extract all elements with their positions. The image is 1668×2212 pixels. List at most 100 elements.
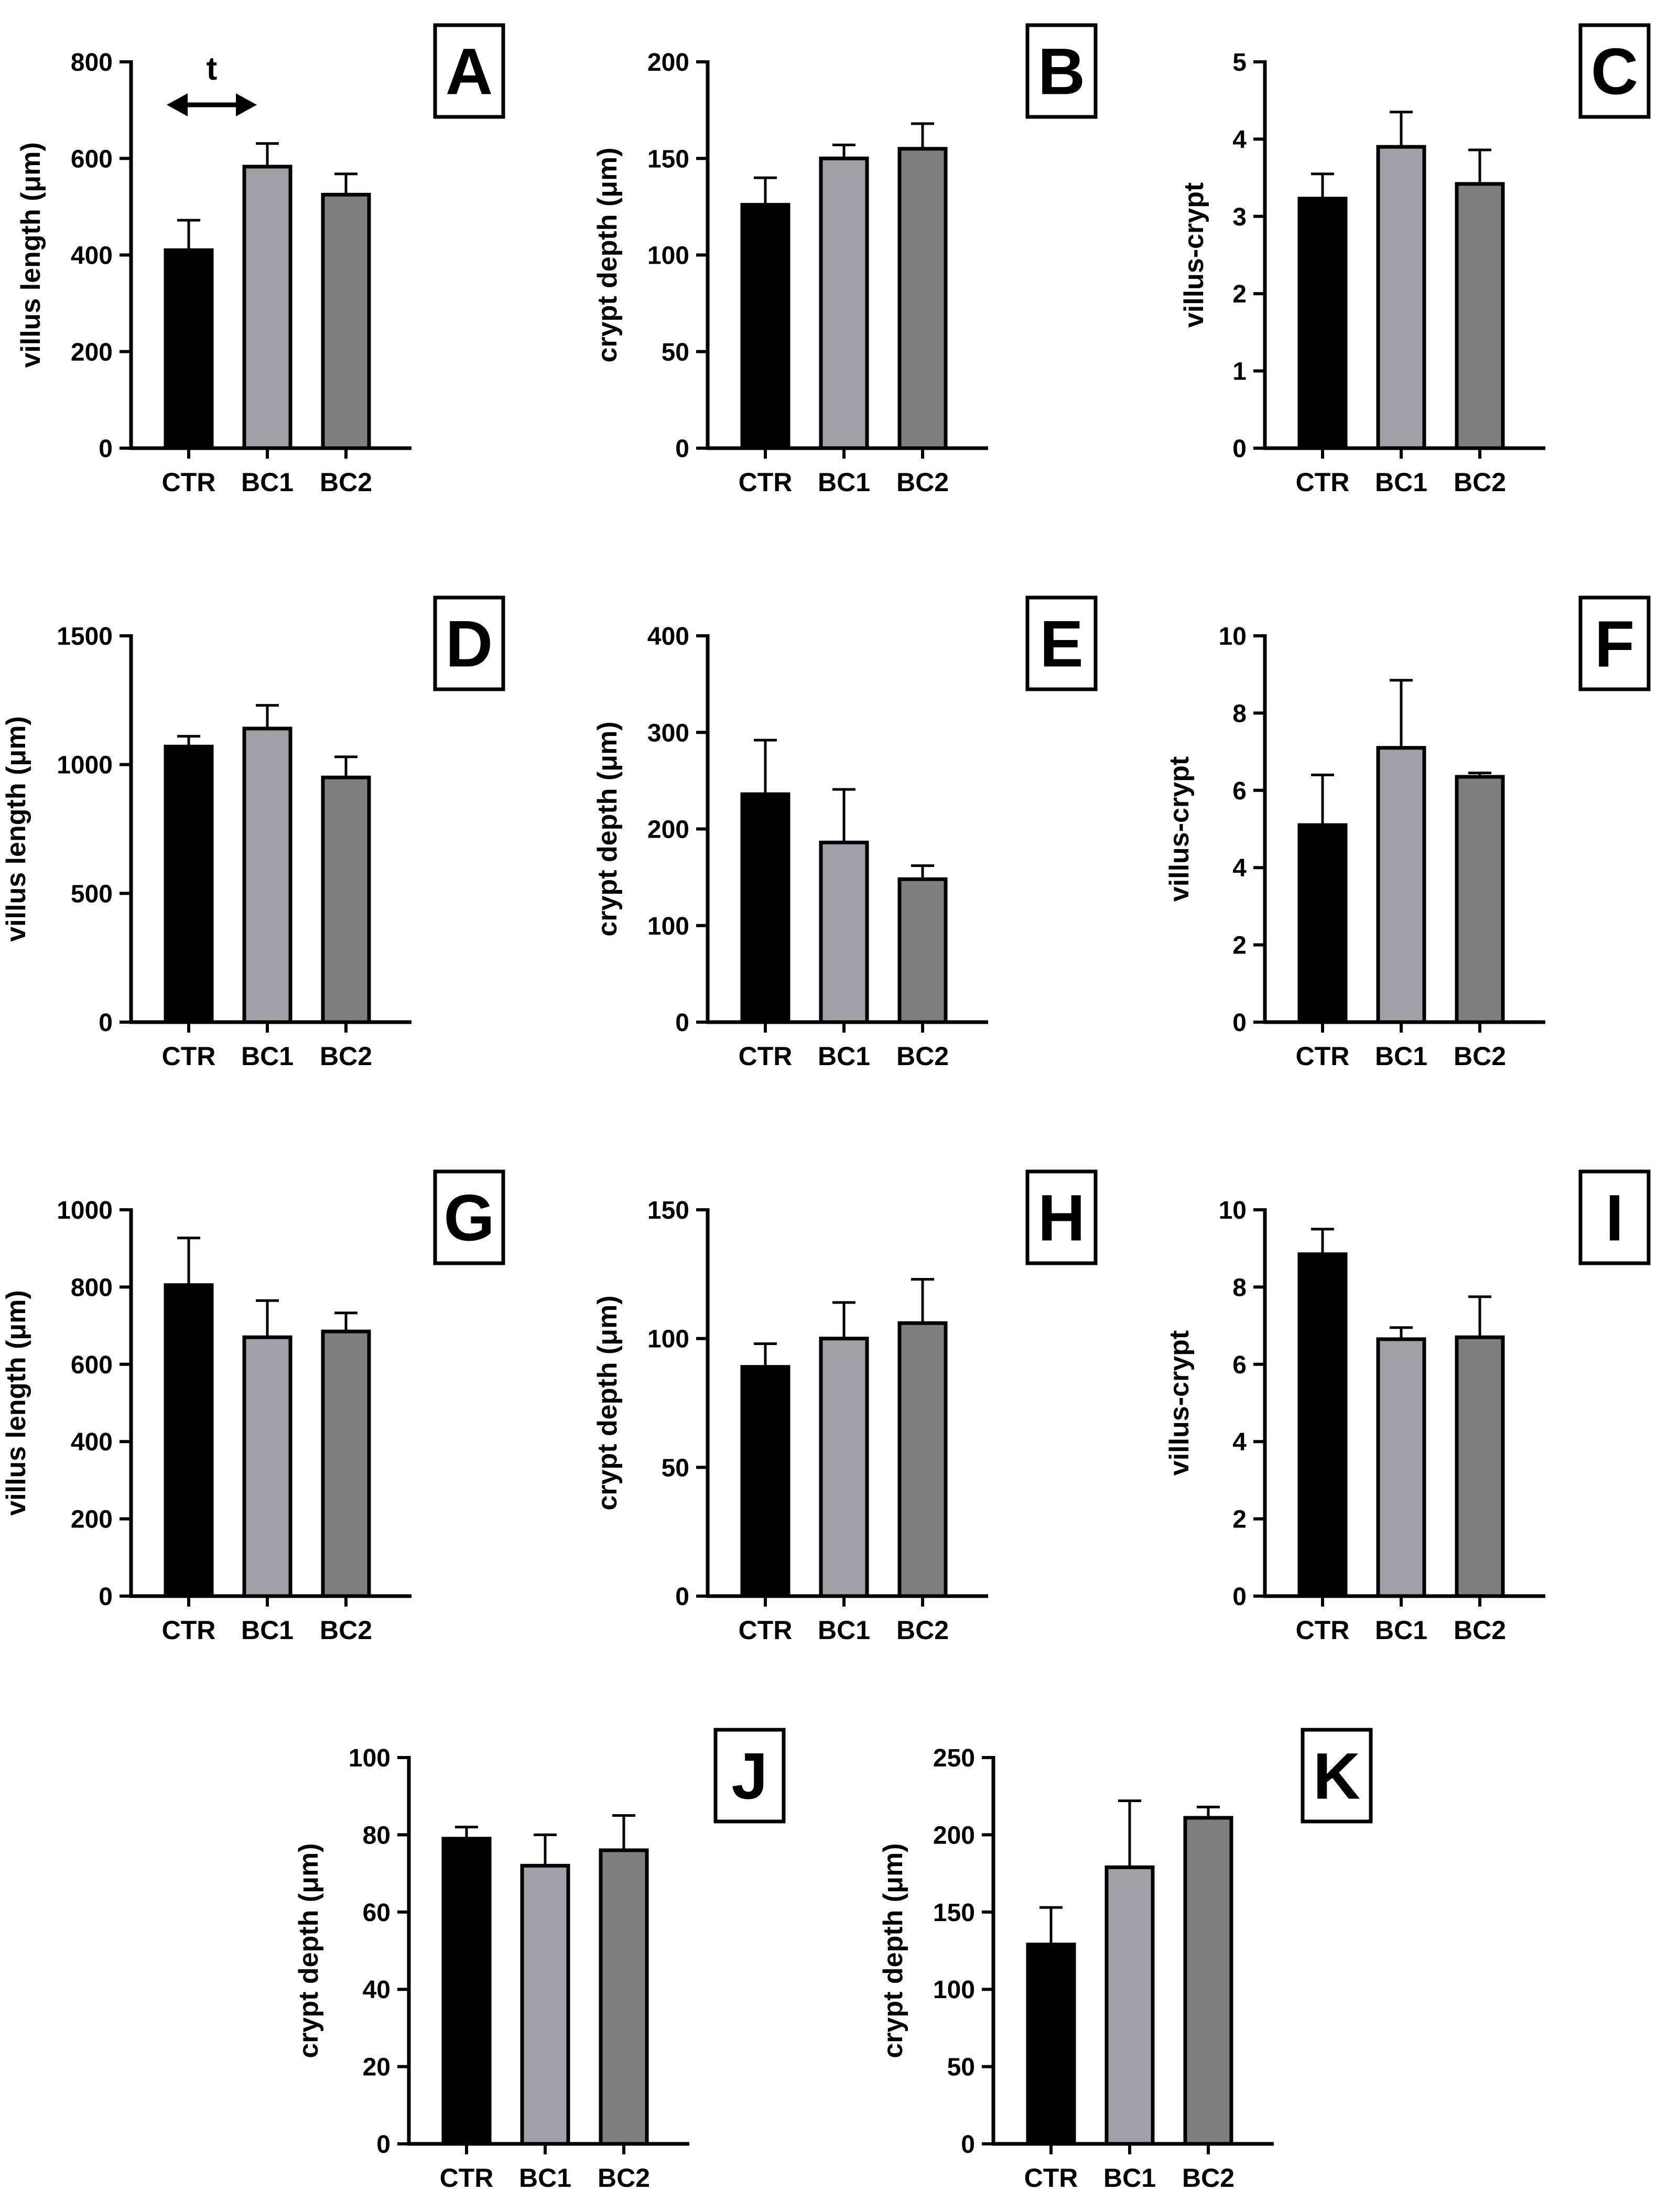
y-tick-label: 800 bbox=[71, 49, 113, 77]
time-arrow bbox=[167, 93, 257, 116]
y-tick-label: 800 bbox=[71, 1274, 113, 1302]
panel-label-box bbox=[1025, 595, 1098, 691]
bar-ctr bbox=[164, 1283, 214, 1598]
panel-e: CTR BC1 BC2 0 100 200 300 400 crypt depth (μm) E bbox=[592, 595, 1098, 1071]
y-tick-label: 600 bbox=[71, 145, 113, 173]
bar-ctr bbox=[1297, 197, 1348, 450]
y-tick-label: 0 bbox=[1232, 1009, 1247, 1037]
bar-bc2 bbox=[321, 192, 371, 450]
panel-c: CTR BC1 BC2 0 1 2 3 4 5 villus-crypt C bbox=[1179, 23, 1651, 497]
error-bar-bc1 bbox=[256, 1299, 279, 1338]
y-axis-label: crypt depth (μm) bbox=[878, 1843, 908, 2058]
y-tick-label: 60 bbox=[363, 1899, 391, 1927]
error-bar-bc1 bbox=[1118, 1799, 1141, 1868]
error-bar-bc1 bbox=[832, 1301, 855, 1339]
y-tick-label: 0 bbox=[1232, 1583, 1247, 1611]
error-bar-bc2 bbox=[1197, 1805, 1220, 1818]
x-tick-label-ctr: CTR bbox=[1296, 1615, 1350, 1645]
error-bar-bc2 bbox=[334, 172, 358, 195]
x-tick-label-ctr: CTR bbox=[1024, 2163, 1078, 2193]
y-tick-label: 4 bbox=[1232, 1428, 1247, 1456]
y-tick-label: 5 bbox=[1232, 49, 1247, 77]
error-bar-ctr bbox=[177, 1237, 200, 1285]
error-bar-ctr bbox=[754, 1342, 777, 1367]
panel-label: C bbox=[1591, 36, 1638, 109]
bar-bc2 bbox=[897, 1321, 948, 1598]
x-tick-label-bc2: BC2 bbox=[896, 468, 949, 497]
x-tick-label-ctr: CTR bbox=[739, 468, 793, 497]
bar-bc1 bbox=[242, 1335, 293, 1598]
panel-label: B bbox=[1038, 36, 1085, 109]
y-tick-label: 2 bbox=[1232, 1506, 1247, 1534]
panel-label-box bbox=[713, 1728, 786, 1824]
y-tick-label: 100 bbox=[647, 1326, 689, 1353]
panel-label-box bbox=[433, 595, 505, 691]
x-tick-label-bc2: BC2 bbox=[896, 1042, 949, 1071]
y-axis-label: crypt depth (μm) bbox=[592, 1295, 623, 1510]
panel-label: G bbox=[443, 1182, 494, 1255]
x-tick-label-bc1: BC1 bbox=[1375, 468, 1427, 497]
bar-ctr bbox=[740, 203, 790, 450]
panel-label: E bbox=[1039, 608, 1083, 681]
y-tick-label: 400 bbox=[647, 623, 689, 650]
x-tick-label-bc2: BC2 bbox=[598, 2163, 650, 2193]
y-tick-label: 40 bbox=[363, 1976, 391, 2004]
panel-label-box bbox=[1578, 1169, 1651, 1265]
y-tick-label: 8 bbox=[1232, 700, 1247, 728]
y-tick-label: 0 bbox=[99, 1583, 113, 1611]
y-tick-label: 4 bbox=[1232, 126, 1247, 154]
bar-bc2 bbox=[1183, 1816, 1233, 2146]
y-axis-label: villus-crypt bbox=[1164, 1330, 1195, 1476]
y-axis-label: villus length (μm) bbox=[16, 142, 46, 368]
bar-bc2 bbox=[321, 775, 371, 1024]
x-tick-label-bc1: BC1 bbox=[818, 468, 870, 497]
x-tick-label-bc1: BC1 bbox=[1375, 1615, 1427, 1645]
x-tick-label-bc1: BC1 bbox=[1375, 1042, 1427, 1071]
bar-ctr bbox=[740, 1365, 790, 1598]
error-bar-bc1 bbox=[832, 143, 855, 159]
x-tick-label-ctr: CTR bbox=[1296, 1042, 1350, 1071]
error-bar-bc2 bbox=[612, 1814, 635, 1850]
y-tick-label: 200 bbox=[71, 1506, 113, 1534]
error-bar-bc1 bbox=[1390, 111, 1413, 147]
bar-bc1 bbox=[1376, 746, 1426, 1024]
y-axis-label: crypt depth (μm) bbox=[294, 1843, 324, 2058]
bar-ctr bbox=[1026, 1943, 1076, 2146]
error-bar-ctr bbox=[177, 219, 200, 251]
y-tick-label: 100 bbox=[647, 913, 689, 940]
x-tick-label-ctr: CTR bbox=[1296, 468, 1350, 497]
y-tick-label: 400 bbox=[71, 242, 113, 270]
bar-bc1 bbox=[520, 1863, 570, 2146]
bar-ctr bbox=[1297, 1252, 1348, 1598]
y-tick-label: 3 bbox=[1232, 203, 1247, 231]
y-tick-label: 100 bbox=[933, 1976, 975, 2004]
bar-bc1 bbox=[242, 727, 293, 1024]
y-axis-label: villus length (μm) bbox=[1, 716, 31, 942]
error-bar-ctr bbox=[754, 176, 777, 205]
y-tick-label: 0 bbox=[675, 435, 689, 463]
panel-label-box bbox=[1025, 23, 1098, 119]
error-bar-ctr bbox=[177, 735, 200, 747]
error-bar-bc2 bbox=[911, 1278, 934, 1324]
error-bar-bc1 bbox=[1390, 1326, 1413, 1339]
bar-bc1 bbox=[1376, 1337, 1426, 1598]
error-bar-ctr bbox=[754, 739, 777, 795]
error-bar-bc2 bbox=[1468, 1295, 1491, 1338]
bar-ctr bbox=[441, 1837, 492, 2146]
panel-h: CTR BC1 BC2 0 50 100 150 crypt depth (μm) H bbox=[592, 1169, 1098, 1645]
bar-bc2 bbox=[321, 1329, 371, 1598]
y-tick-label: 10 bbox=[1219, 1197, 1247, 1224]
bar-bc2 bbox=[1455, 182, 1505, 450]
error-bar-ctr bbox=[1311, 1228, 1334, 1254]
y-tick-label: 1500 bbox=[57, 623, 113, 650]
panel-d: CTR BC1 BC2 0 500 1000 1500 villus length (μm) D bbox=[1, 595, 505, 1071]
y-tick-label: 1000 bbox=[57, 1197, 113, 1224]
bar-bc1 bbox=[819, 156, 869, 450]
error-bar-ctr bbox=[1311, 172, 1334, 199]
bar-bc1 bbox=[819, 1337, 869, 1598]
bar-ctr bbox=[740, 792, 790, 1024]
y-tick-label: 20 bbox=[363, 2054, 391, 2081]
error-bar-ctr bbox=[1311, 773, 1334, 826]
x-tick-label-bc2: BC2 bbox=[1454, 1042, 1506, 1071]
error-bar-bc2 bbox=[334, 755, 358, 778]
